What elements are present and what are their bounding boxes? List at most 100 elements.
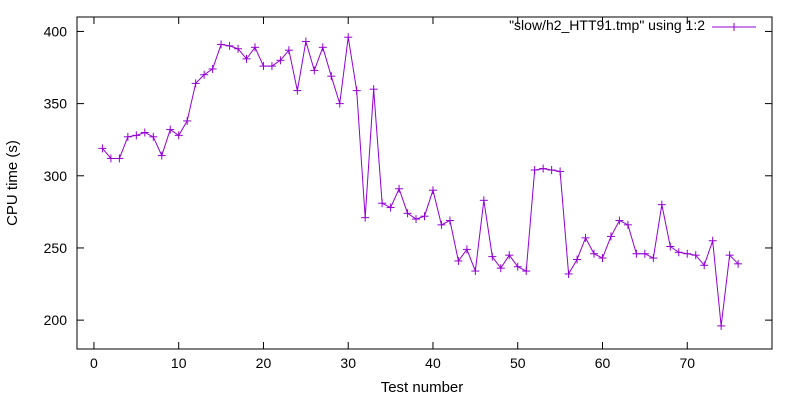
legend-plus-marker [730,23,738,31]
data-point [454,256,463,265]
series-line [102,37,739,326]
x-tick-label: 20 [256,355,272,371]
data-point [250,43,259,52]
data-point [318,43,327,52]
x-axis-ticks: 0 10 20 30 40 50 60 70 [90,17,695,371]
legend-marker [730,23,738,31]
data-point [123,132,132,141]
data-point [496,264,505,273]
data-point [539,164,548,173]
data-point [217,40,226,49]
data-point [369,85,378,94]
y-axis-label: CPU time (s) [4,140,21,226]
y-tick-label: 350 [44,96,68,112]
data-point [327,72,336,81]
data-point [437,220,446,229]
data-point [403,209,412,218]
y-tick-label: 200 [44,312,68,328]
data-point [505,251,514,260]
data-point [590,249,599,258]
data-point [242,54,251,63]
x-tick-label: 10 [171,355,187,371]
data-point [640,249,649,258]
data-point [530,166,539,175]
data-point [310,66,319,75]
data-point [98,144,107,153]
data-point [708,236,717,245]
data-point [140,128,149,137]
data-point [284,46,293,55]
x-tick-label: 0 [90,355,98,371]
data-point [378,199,387,208]
x-tick-label: 50 [510,355,526,371]
data-point [632,249,641,258]
data-point [166,125,175,134]
data-point [200,70,209,79]
data-point [335,99,344,108]
data-point [657,200,666,209]
data-point [488,252,497,261]
data-point [174,131,183,140]
data-point [462,245,471,254]
data-point [301,37,310,46]
data-point [513,262,522,271]
data-point [259,62,268,71]
data-point [556,167,565,176]
data-point [208,64,217,73]
data-point [683,249,692,258]
y-axis-ticks: 200 250 300 350 400 [44,23,772,328]
data-point [717,321,726,330]
plot-frame [76,16,773,350]
data-point [183,116,192,125]
data-point [361,213,370,222]
data-point [734,259,743,268]
data-point [615,216,624,225]
data-point [581,233,590,242]
y-tick-label: 250 [44,240,68,256]
data-point [564,269,573,278]
data-point [598,254,607,263]
data-point [412,215,421,224]
data-point [623,220,632,229]
data-point [395,184,404,193]
data-point [276,56,285,65]
data-point [157,151,166,160]
data-point [666,242,675,251]
data-point [522,267,531,276]
data-point [649,254,658,263]
y-tick-label: 400 [44,23,68,39]
data-point [691,251,700,260]
data-point [445,216,454,225]
data-point [344,33,353,42]
data-point [479,196,488,205]
data-point [115,154,124,163]
data-point [293,86,302,95]
y-tick-label: 300 [44,168,68,184]
data-point [191,79,200,88]
legend: "slow/h2_HTT91.tmp" using 1:2 [509,17,756,33]
data-point [428,186,437,195]
data-point [420,212,429,221]
data-point [674,248,683,257]
data-point [132,131,141,140]
data-point [225,41,234,50]
data-point [267,62,276,71]
data-point [352,86,361,95]
data-point [700,261,709,270]
data-point [547,166,556,175]
x-axis-label: Test number [381,379,464,396]
x-tick-label: 40 [425,355,441,371]
series-layer [98,33,743,330]
data-point [386,203,395,212]
data-point [606,232,615,241]
x-tick-label: 60 [595,355,611,371]
data-point [106,154,115,163]
data-point [725,251,734,260]
data-point [573,255,582,264]
data-point [149,132,158,141]
legend-label: "slow/h2_HTT91.tmp" using 1:2 [509,17,705,33]
data-point [234,44,243,53]
x-tick-label: 70 [679,355,695,371]
data-point [471,267,480,276]
